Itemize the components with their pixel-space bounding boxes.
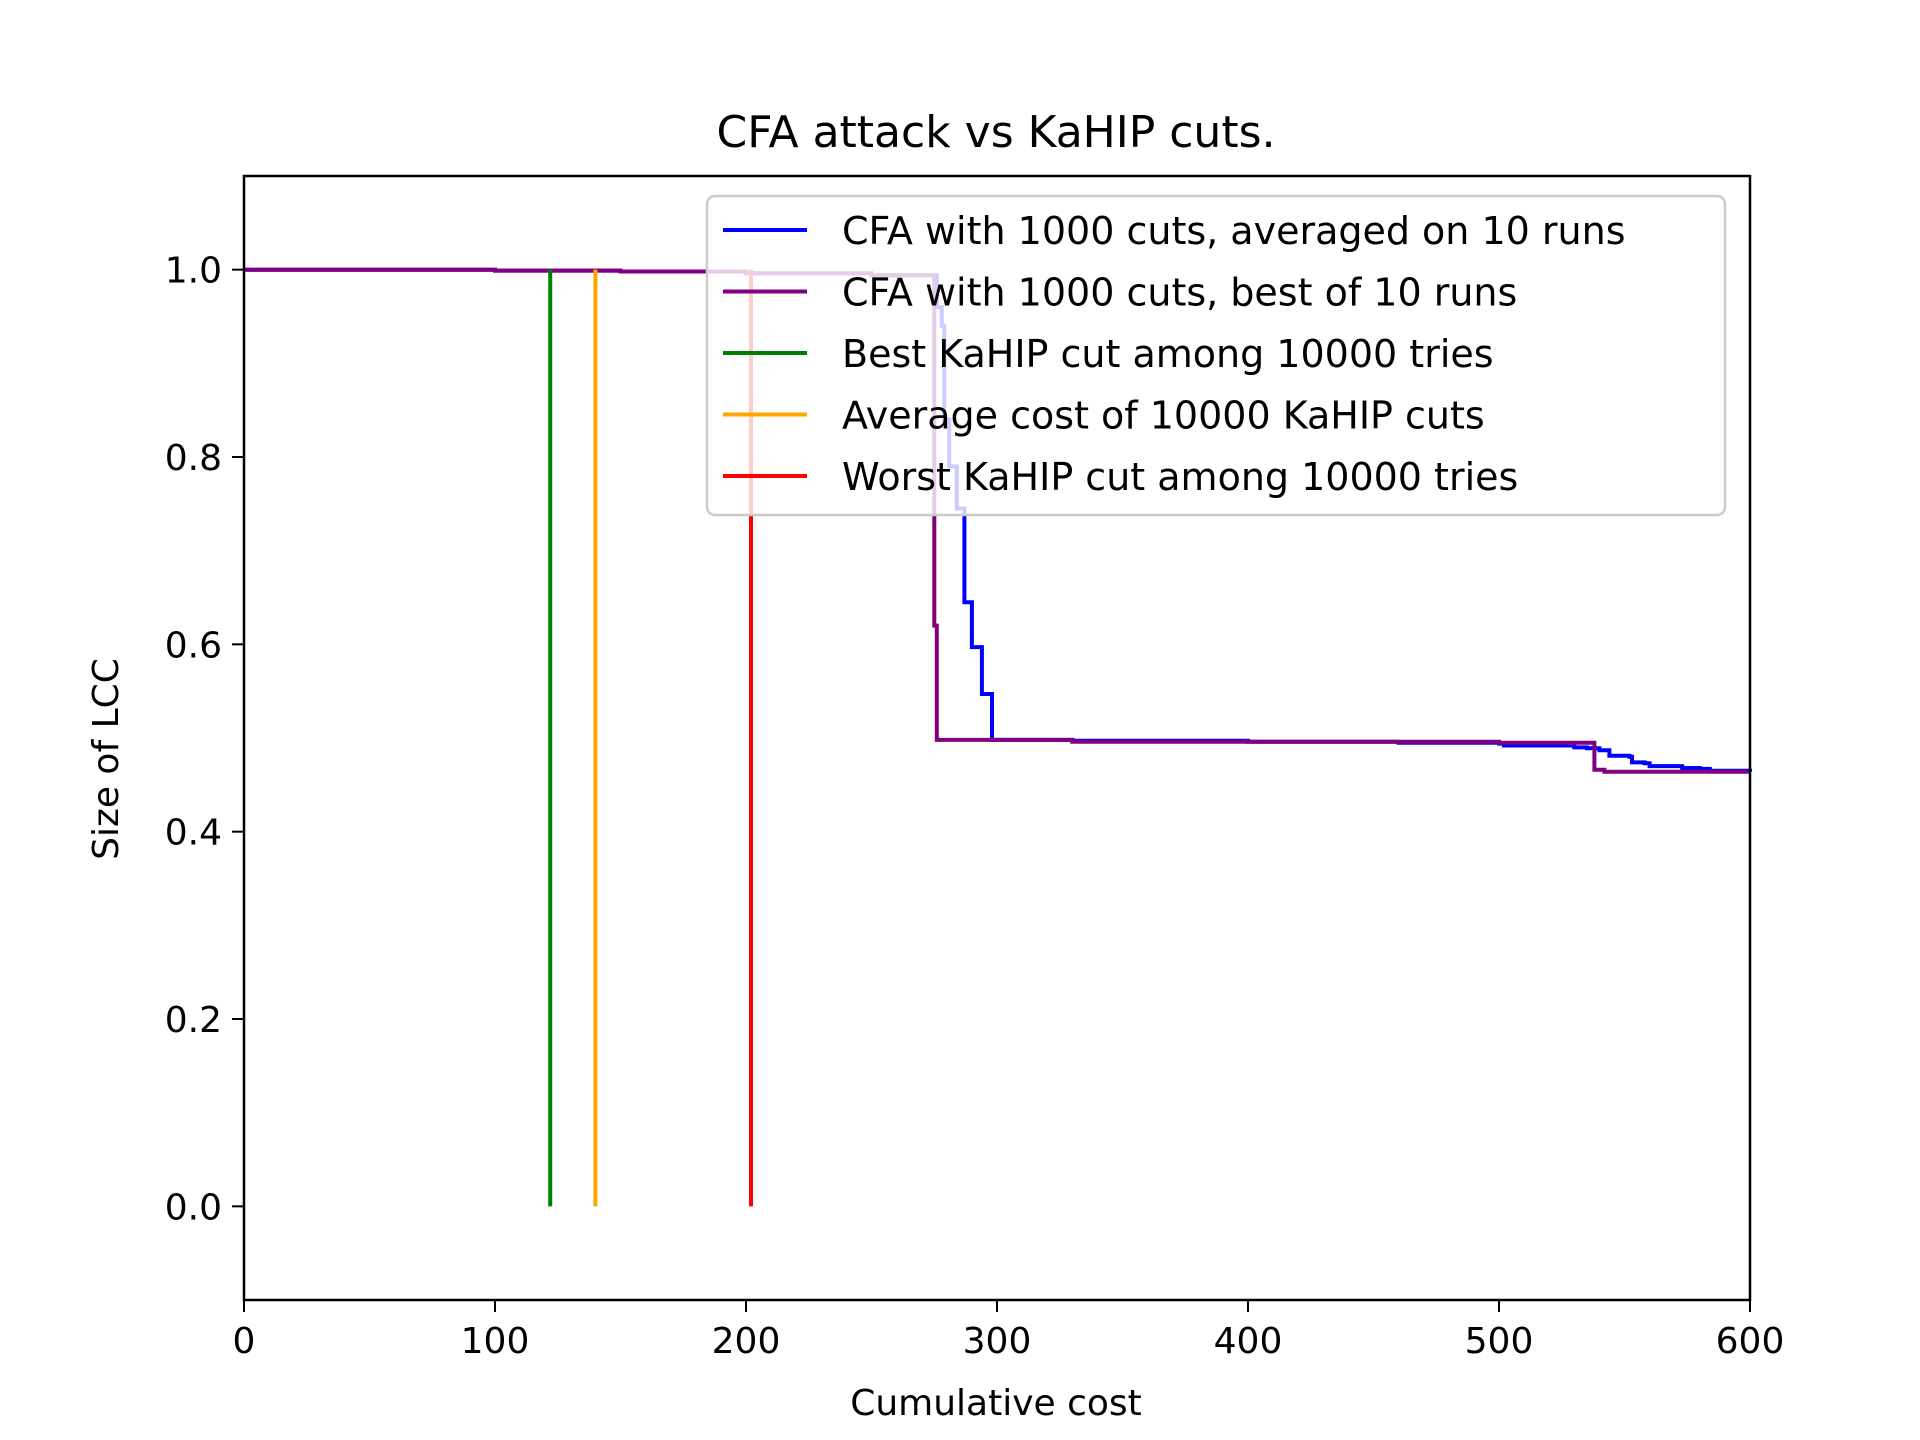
legend-label-4: Worst KaHIP cut among 10000 tries (842, 455, 1518, 499)
y-tick-label: 1.0 (165, 251, 222, 292)
x-tick-label: 300 (963, 1321, 1032, 1362)
x-axis-label: Cumulative cost (850, 1383, 1142, 1424)
x-tick-label: 0 (233, 1321, 256, 1362)
x-tick-label: 600 (1716, 1321, 1785, 1362)
y-axis-label: Size of LCC (86, 658, 127, 860)
y-tick-label: 0.8 (165, 438, 222, 479)
y-tick-label: 0.4 (165, 813, 222, 854)
x-tick-label: 200 (712, 1321, 781, 1362)
legend-label-2: Best KaHIP cut among 10000 tries (842, 332, 1494, 376)
x-tick-label: 500 (1465, 1321, 1534, 1362)
x-tick-label: 400 (1214, 1321, 1283, 1362)
y-tick-label: 0.6 (165, 625, 222, 666)
y-tick-label: 0.2 (165, 1000, 222, 1041)
legend: CFA with 1000 cuts, averaged on 10 runs C… (707, 196, 1725, 515)
legend-label-1: CFA with 1000 cuts, best of 10 runs (842, 271, 1517, 315)
x-tick-label: 100 (461, 1321, 530, 1362)
y-tick-label: 0.0 (165, 1187, 222, 1228)
chart-title: CFA attack vs KaHIP cuts. (717, 107, 1276, 158)
legend-label-3: Average cost of 10000 KaHIP cuts (842, 394, 1485, 438)
legend-label-0: CFA with 1000 cuts, averaged on 10 runs (842, 209, 1626, 253)
